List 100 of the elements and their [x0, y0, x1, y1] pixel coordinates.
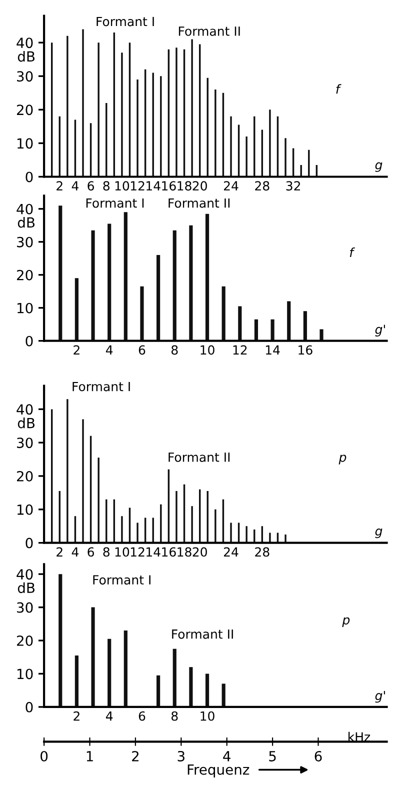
y-tick-label: 40 — [16, 569, 33, 580]
y-axis-title: dB — [18, 418, 35, 428]
annotation: p — [342, 617, 350, 627]
x2-tick-label: 1 — [86, 751, 93, 762]
y-tick-label: 20 — [16, 470, 33, 482]
x-tick-label: 8 — [171, 711, 178, 721]
bar — [124, 212, 128, 341]
x-tick-label: 14 — [146, 181, 160, 190]
annotation: f — [350, 247, 356, 257]
x2-tick-label: 2 — [132, 750, 138, 762]
x-tick-label: 12 — [130, 547, 144, 556]
x-tick-label: 16 — [162, 181, 176, 191]
bar — [124, 630, 128, 707]
x-tick-label: 24 — [224, 181, 238, 190]
bar — [108, 638, 112, 707]
annotation: g' — [375, 690, 385, 703]
x2-tick-label: 3 — [178, 750, 184, 762]
x-tick-label: 8 — [103, 181, 110, 191]
x-tick-label: 10 — [115, 547, 130, 557]
y-tick-label: 0 — [26, 336, 33, 346]
x-tick-label: 2 — [56, 547, 62, 556]
bar — [320, 329, 324, 341]
y-tick-label: 0 — [26, 172, 33, 182]
bar — [189, 667, 193, 707]
y-tick-label: 40 — [16, 38, 33, 48]
annotation: f — [336, 84, 342, 94]
x-tick-label: 2 — [74, 711, 80, 721]
x2-tick-label: 0 — [40, 750, 48, 762]
x-tick-label: 20 — [192, 181, 207, 191]
annotation: g' — [375, 324, 385, 336]
annotation: p — [338, 454, 346, 464]
y-tick-label: 40 — [16, 204, 33, 214]
annotation: Formant I — [93, 575, 150, 585]
annotation: Formant II — [168, 452, 230, 462]
x-tick-label: 28 — [255, 181, 270, 191]
bar — [254, 319, 258, 341]
x2-tick-label: 4 — [223, 751, 230, 762]
bar — [222, 286, 226, 341]
x-tick-label: 6 — [138, 711, 146, 721]
annotation: Formant II — [168, 198, 230, 208]
bar — [270, 319, 274, 341]
x-tick-label: 10 — [115, 181, 130, 191]
annotation: Formant I — [72, 382, 130, 392]
x-tick-label: 6 — [138, 345, 146, 355]
bar — [74, 278, 78, 341]
bar — [287, 301, 291, 341]
y-tick-label: 0 — [26, 538, 33, 548]
annotation: Formant II — [172, 630, 233, 639]
y-tick-label: 10 — [18, 668, 33, 680]
x-tick-label: 20 — [192, 547, 207, 557]
x-tick-label: 6 — [88, 181, 94, 191]
y-axis-title: dB — [18, 582, 35, 594]
x-tick-label: 4 — [106, 345, 113, 355]
bar — [189, 225, 193, 341]
x2-axis-title: Frequenz — [188, 764, 250, 778]
y-tick-label: 0 — [26, 702, 33, 712]
y-tick-label: 30 — [17, 71, 33, 82]
x-tick-label: 10 — [200, 711, 214, 721]
x-tick-label: 12 — [233, 345, 247, 355]
x-tick-label: 4 — [72, 181, 78, 190]
bar — [156, 675, 160, 707]
y-tick-label: 10 — [18, 302, 33, 314]
x-tick-label: 14 — [146, 547, 160, 556]
x-tick-label: 18 — [178, 181, 192, 191]
y-tick-label: 30 — [17, 602, 33, 613]
bar — [58, 206, 62, 341]
y-tick-label: 40 — [16, 404, 33, 415]
bar — [205, 674, 210, 707]
x2-tick-label: 6 — [314, 750, 322, 762]
x-tick-label: 16 — [162, 547, 176, 557]
bar — [222, 684, 226, 707]
y-tick-label: 30 — [17, 236, 33, 248]
x-tick-label: 2 — [56, 181, 62, 190]
x-tick-label: 32 — [286, 181, 300, 191]
x-tick-label: 4 — [72, 547, 78, 556]
y-axis-title: dB — [18, 216, 35, 228]
x-tick-label: 8 — [103, 547, 110, 557]
x-tick-label: 28 — [255, 547, 270, 557]
annotation: Formant I — [96, 16, 154, 26]
y-tick-label: 10 — [18, 138, 33, 149]
x-tick-label: 10 — [200, 345, 214, 355]
y-tick-label: 20 — [16, 270, 33, 280]
bar — [238, 306, 242, 341]
bar — [58, 574, 62, 707]
x-tick-label: 24 — [224, 547, 238, 556]
bar — [303, 311, 307, 341]
annotation: g — [375, 528, 382, 538]
annotation: Formant I — [86, 198, 144, 208]
y-tick-label: 20 — [16, 635, 33, 646]
x-tick-label: 14 — [266, 345, 280, 355]
bar — [172, 648, 176, 707]
y-tick-label: 10 — [18, 504, 33, 515]
bar — [140, 286, 144, 341]
x-tick-label: 4 — [106, 711, 113, 721]
annotation: g — [375, 162, 382, 172]
bar — [172, 230, 176, 341]
bar — [156, 255, 160, 341]
x-tick-label: 2 — [74, 345, 80, 355]
x-tick-label: 8 — [171, 345, 178, 355]
y-axis-title: dB — [18, 50, 35, 62]
